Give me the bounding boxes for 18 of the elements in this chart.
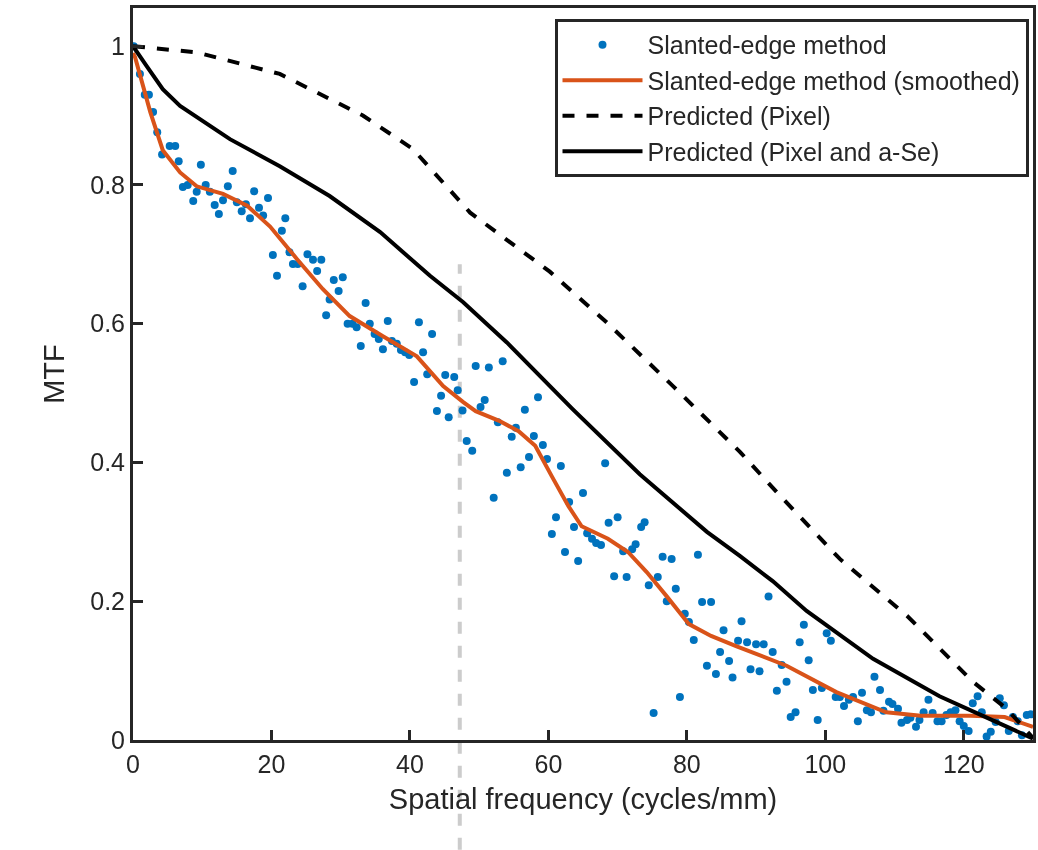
y-tick-label: 0.8 xyxy=(90,170,125,199)
y-tick-label: 0 xyxy=(111,725,125,754)
y-tick-label: 0.4 xyxy=(90,448,126,477)
x-tick-label: 20 xyxy=(257,750,286,778)
y-tick-label: 0.6 xyxy=(90,309,125,338)
x-axis-title: Spatial frequency (cycles/mm) xyxy=(388,782,778,815)
x-tick-label: 100 xyxy=(804,750,847,778)
y-axis-title: MTF xyxy=(37,344,70,404)
legend-label: Predicted (Pixel) xyxy=(647,102,831,131)
x-tick-label: 40 xyxy=(396,750,424,778)
x-tick-label: 120 xyxy=(942,750,985,778)
y-tick-label: 0.2 xyxy=(90,586,125,615)
legend-label: Slanted-edge method xyxy=(647,31,887,60)
x-tick-label: 60 xyxy=(534,750,563,778)
legend-label: Slanted-edge method (smoothed) xyxy=(647,66,1020,95)
y-tick-label: 1 xyxy=(111,31,125,60)
legend-label: Predicted (Pixel and a-Se) xyxy=(647,137,940,166)
x-tick-label: 80 xyxy=(672,750,701,778)
